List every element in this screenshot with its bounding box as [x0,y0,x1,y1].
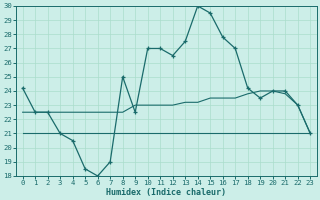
X-axis label: Humidex (Indice chaleur): Humidex (Indice chaleur) [107,188,227,197]
